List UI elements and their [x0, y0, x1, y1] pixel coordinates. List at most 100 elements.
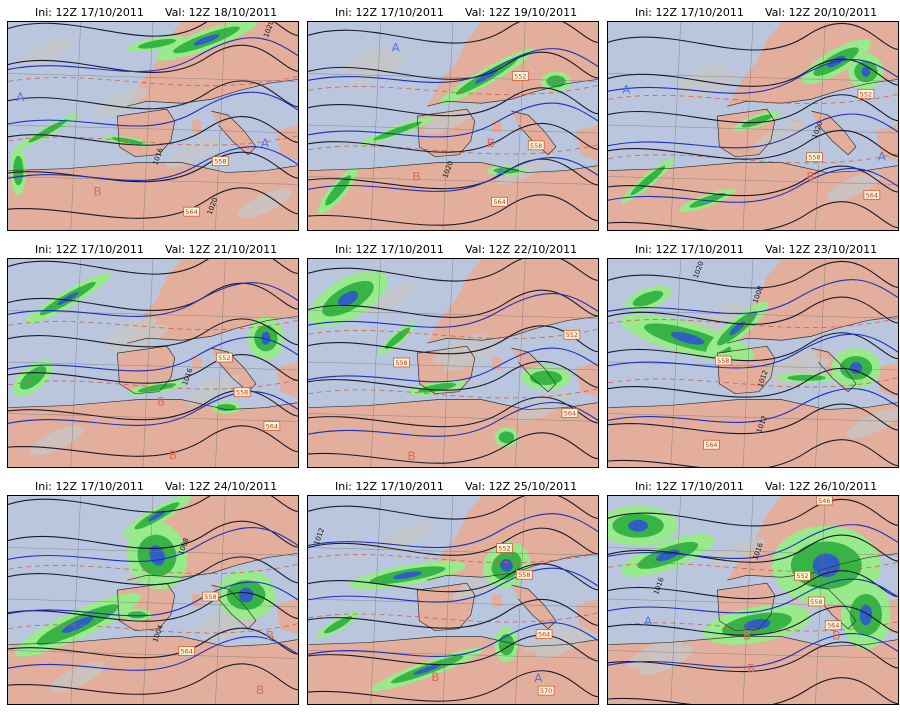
graticule-line [515, 496, 526, 704]
weather-map: 1020 1016 1020 558 564 A A B [7, 21, 299, 231]
valid-time-label: Val: 12Z 19/10/2011 [465, 6, 578, 19]
isobar-line [8, 520, 298, 549]
isobar-line [608, 201, 898, 230]
geopotential-value-box: 558 [212, 156, 229, 167]
geopotential-line [8, 527, 298, 562]
svg-text:558: 558 [518, 571, 530, 579]
geopotential-line [308, 347, 598, 383]
svg-text:552: 552 [566, 331, 578, 339]
thickness-line [8, 76, 298, 87]
cloud-area [380, 520, 435, 551]
precip-area [127, 35, 187, 52]
weather-map: 1016 552 558 564 B B [7, 258, 299, 468]
isobar-line [308, 259, 598, 282]
land-area [491, 356, 502, 370]
geopotential-line [308, 622, 598, 658]
graticule-line [608, 598, 898, 608]
isobar-line [308, 432, 598, 464]
isobar-line [608, 498, 898, 527]
precip-area [248, 316, 284, 361]
isobar-line [8, 44, 298, 73]
graticule-line [370, 496, 381, 704]
forecast-panel: Ini: 12Z 17/10/2011 Val: 12Z 24/10/2011 10… [7, 477, 299, 705]
graticule-line [215, 496, 226, 704]
isobar-line [608, 22, 898, 51]
map-canvas: 552 558 564 B [308, 259, 598, 467]
isobar-line [8, 496, 298, 513]
forecast-panel: Ini: 12Z 17/10/2011 Val: 12Z 20/10/2011 10… [607, 3, 899, 231]
cloud-area [351, 53, 406, 84]
land-area [511, 585, 557, 629]
init-time-label: Ini: 12Z 17/10/2011 [635, 243, 744, 256]
svg-text:558: 558 [530, 142, 542, 150]
graticule-line [308, 650, 598, 659]
precip-area [12, 359, 54, 397]
svg-text:558: 558 [717, 357, 729, 365]
forecast-panel: Ini: 12Z 17/10/2011 Val: 12Z 25/10/2011 10… [307, 477, 599, 705]
svg-text:558: 558 [395, 359, 407, 367]
graticule-line [70, 259, 81, 467]
forecast-panel: Ini: 12Z 17/10/2011 Val: 12Z 19/10/2011 10… [307, 3, 599, 231]
graticule-line [8, 310, 298, 319]
isobar-line [308, 634, 598, 666]
geopotential-value-box: 552 [512, 71, 529, 81]
geopotential-line [8, 336, 298, 372]
precip-area [17, 113, 79, 149]
cloud-area [237, 188, 293, 219]
graticule-line [8, 413, 298, 422]
high-pressure-label: A [644, 614, 653, 628]
geopotential-value-box: 552 [563, 329, 581, 340]
low-pressure-label: B [743, 629, 751, 643]
geopotential-value-box: 552 [215, 352, 233, 363]
weather-map: 552 558 564 B [307, 258, 599, 468]
geopotential-value-box: 552 [794, 570, 811, 581]
isobar-line [8, 116, 298, 146]
thickness-line [308, 553, 598, 564]
panel-header: Ini: 12Z 17/10/2011 Val: 12Z 19/10/2011 [307, 3, 599, 21]
graticule-line [308, 598, 598, 608]
land-area [491, 119, 502, 133]
precip-area [494, 427, 519, 448]
forecast-panel: Ini: 12Z 17/10/2011 Val: 12Z 21/10/2011 10… [7, 240, 299, 468]
high-pressure-label: A [392, 41, 401, 55]
cloud-area [515, 391, 571, 422]
cloud-area [340, 46, 396, 77]
coastline [8, 553, 298, 647]
isobar-line [608, 403, 898, 435]
svg-text:552: 552 [796, 572, 808, 580]
precip-area [360, 116, 435, 146]
valid-time-label: Val: 12Z 21/10/2011 [165, 243, 278, 256]
graticule-line [308, 361, 598, 371]
geopotential-line [608, 388, 898, 423]
graticule-line [8, 124, 298, 134]
geopotential-value-box: 564 [263, 421, 281, 431]
svg-text:564: 564 [181, 647, 193, 655]
graticule-line [815, 259, 826, 467]
geopotential-line [608, 633, 898, 668]
cloud-area [112, 324, 168, 355]
geopotential-line [8, 146, 298, 182]
geopotential-value-box: 558 [714, 355, 732, 366]
svg-text:558: 558 [808, 154, 820, 162]
cloud-area [691, 300, 746, 331]
isobar-line [308, 527, 598, 556]
coastline [8, 316, 298, 410]
isobar-line [608, 58, 898, 87]
geopotential-line [8, 391, 298, 426]
weather-map: 1008 1012 1012 1020 558 564 [607, 258, 899, 468]
thickness-line [608, 377, 898, 388]
land-area [191, 356, 202, 370]
geopotential-value-box: 552 [857, 88, 875, 99]
precip-area [308, 270, 388, 327]
land-area [875, 125, 898, 161]
precip-area [155, 22, 258, 61]
isobar-line [8, 627, 298, 659]
valid-time-label: Val: 12Z 24/10/2011 [165, 480, 278, 493]
geopotential-line [308, 48, 598, 83]
low-pressure-label: B [256, 683, 264, 697]
graticule-line [442, 22, 454, 230]
init-time-label: Ini: 12Z 17/10/2011 [335, 243, 444, 256]
isobar-line [608, 570, 898, 600]
geopotential-value-box: 558 [515, 569, 533, 580]
